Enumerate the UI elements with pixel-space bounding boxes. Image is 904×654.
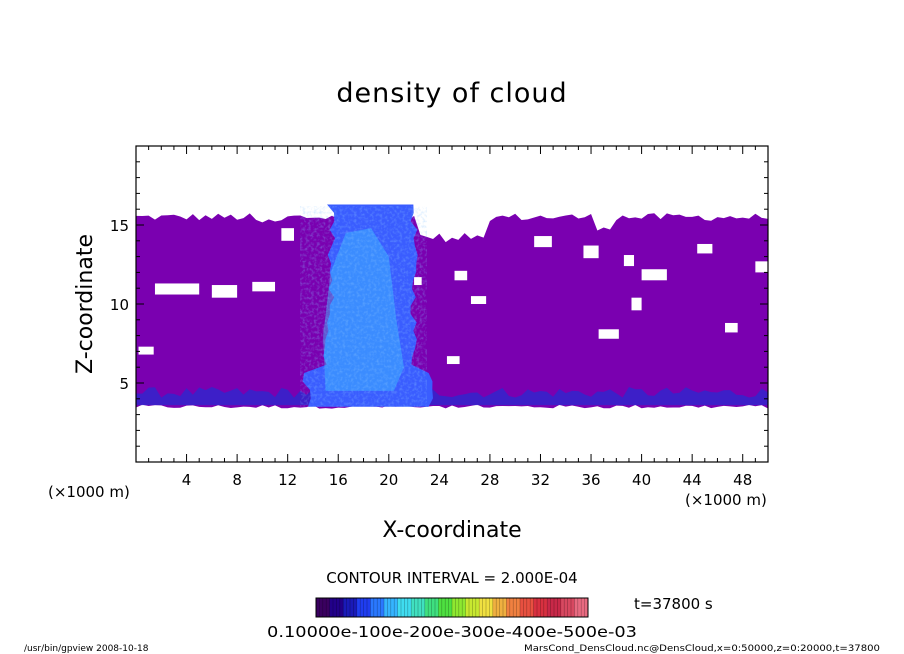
colorbar-swatch bbox=[397, 598, 412, 617]
cloud-gap bbox=[446, 356, 460, 365]
colorbar-swatch bbox=[574, 598, 589, 617]
cloud-gap bbox=[154, 283, 200, 295]
colorbar-swatch bbox=[424, 598, 439, 617]
x-tick-label: 8 bbox=[232, 471, 242, 489]
cloud-gap bbox=[755, 261, 768, 273]
x-units-right: (×1000 m) bbox=[685, 491, 767, 509]
x-tick-label: 40 bbox=[632, 471, 651, 489]
cloud-gap bbox=[470, 296, 487, 304]
x-tick-label: 4 bbox=[182, 471, 192, 489]
y-axis-ticks: 5 10 15 bbox=[110, 145, 768, 463]
x-axis-label: X-coordinate bbox=[382, 518, 521, 543]
cloud-gap bbox=[631, 297, 642, 311]
colorbar-swatch bbox=[329, 598, 344, 617]
cloud-gap bbox=[697, 243, 713, 254]
colorbar-swatch bbox=[547, 598, 562, 617]
colorbar-swatch bbox=[452, 598, 467, 617]
x-tick-label: 12 bbox=[278, 471, 297, 489]
colorbar-swatch bbox=[560, 598, 575, 617]
colorbar-swatch bbox=[411, 598, 426, 617]
cloud-gap bbox=[414, 277, 422, 286]
cloud-gap bbox=[598, 329, 619, 339]
colorbar-swatch bbox=[356, 598, 371, 617]
colorbar-swatch bbox=[438, 598, 453, 617]
low-dense-band bbox=[136, 387, 768, 406]
x-tick-label: 16 bbox=[329, 471, 348, 489]
x-tick-label: 32 bbox=[531, 471, 550, 489]
y-tick-label: 10 bbox=[110, 296, 129, 314]
x-tick-label: 28 bbox=[480, 471, 499, 489]
colorbar-swatch bbox=[370, 598, 385, 617]
footer-program-date: /usr/bin/gpview 2008-10-18 bbox=[24, 644, 149, 654]
colorbar-swatch bbox=[479, 598, 494, 617]
y-tick-label: 15 bbox=[110, 217, 129, 235]
cloud-gap bbox=[725, 322, 738, 333]
x-tick-label: 24 bbox=[430, 471, 449, 489]
colorbar-swatch bbox=[384, 598, 399, 617]
cloud-gap bbox=[281, 228, 294, 241]
cloud-gap bbox=[454, 270, 468, 281]
colorbar-tick-labels: 0.10000e-100e-200e-300e-400e-500e-03 bbox=[267, 623, 637, 641]
y-axis-label: Z-coordinate bbox=[73, 234, 98, 374]
cloud-gap bbox=[641, 269, 667, 281]
x-tick-label: 20 bbox=[379, 471, 398, 489]
colorbar-swatch bbox=[533, 598, 548, 617]
colorbar-frame bbox=[315, 597, 589, 618]
cloud-layer-fill bbox=[136, 213, 768, 409]
time-label: t=37800 s bbox=[634, 595, 713, 613]
plot-area bbox=[136, 204, 768, 409]
cloud-gap bbox=[534, 236, 552, 248]
cloud-gap bbox=[623, 255, 635, 267]
colorbar-swatch bbox=[520, 598, 535, 617]
cloud-gap bbox=[138, 346, 154, 355]
chart-title: density of cloud bbox=[336, 78, 567, 109]
x-units-left: (×1000 m) bbox=[48, 483, 130, 501]
cloud-gap bbox=[252, 281, 276, 292]
colorbar-swatch bbox=[316, 598, 331, 617]
colorbar-swatch bbox=[492, 598, 507, 617]
footer-source: MarsCond_DensCloud.nc@DensCloud,x=0:5000… bbox=[524, 644, 880, 654]
colorbar-swatch bbox=[465, 598, 480, 617]
cloud-gap bbox=[583, 245, 599, 259]
x-axis-ticks: 4 8 12 16 20 24 28 32 36 40 44 48 bbox=[135, 146, 769, 489]
x-tick-label: 48 bbox=[733, 471, 752, 489]
colorbar-swatch bbox=[506, 598, 521, 617]
colorbar-swatch bbox=[343, 598, 358, 617]
x-tick-label: 36 bbox=[581, 471, 600, 489]
column-speckle bbox=[300, 206, 427, 407]
cloud-gaps bbox=[138, 228, 768, 365]
x-tick-label: 44 bbox=[683, 471, 702, 489]
colorbar bbox=[315, 598, 589, 617]
cloud-gap bbox=[211, 285, 238, 298]
contour-interval-label: CONTOUR INTERVAL = 2.000E-04 bbox=[326, 569, 577, 587]
y-tick-label: 5 bbox=[119, 375, 129, 393]
